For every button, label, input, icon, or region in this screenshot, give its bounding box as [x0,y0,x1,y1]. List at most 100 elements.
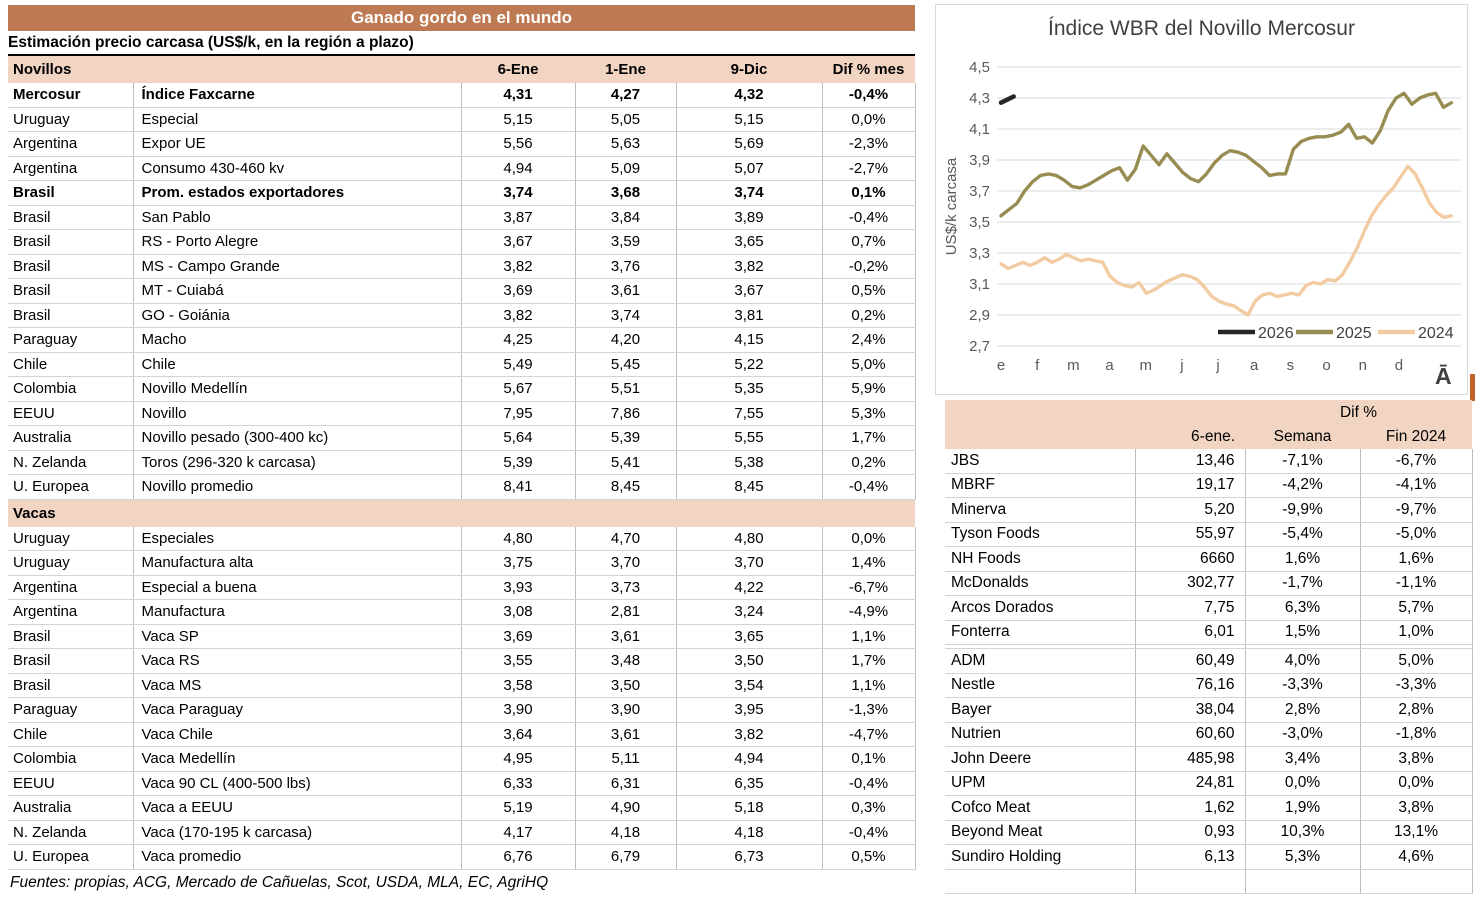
group-divider [945,644,1473,649]
cell-price: 3,95 [676,697,823,723]
table-row: Brasil San Pablo 3,87 3,84 3,89 -0,4% [8,205,916,230]
legend-label-2026: 2026 [1258,325,1294,342]
cell-week-pct: -4,2% [1245,473,1361,498]
cell-price: 3,70 [575,550,677,576]
cell-price: 3,75 [461,550,576,576]
cell-country: N. Zelanda [8,820,134,845]
cell-diff-pct: 0,1% [822,180,916,206]
cell-country: Argentina [8,599,134,625]
cell-price: 5,20 [1135,497,1246,523]
column-header: 6-Ene [461,56,575,83]
cell-week-pct: -9,9% [1245,497,1361,523]
cell-price: 4,18 [676,820,823,845]
chart-title: Índice WBR del Novillo Mercosur [1048,17,1355,40]
cell-category: MT - Cuiabá [133,278,462,304]
cell-week-pct: -3,3% [1245,673,1361,698]
cell-price: 3,61 [575,722,677,747]
column-header: 9-Dic [676,56,822,83]
cell-category: Toros (296-320 k carcasa) [133,450,462,475]
cell-price: 3,74 [461,180,576,206]
cell-price: 6,76 [461,844,576,870]
cell-category: Manufactura [133,599,462,625]
section-header-row: Novillos 6-Ene 1-Ene 9-Dic Dif % mes [8,56,915,83]
spacer-cell [133,56,461,83]
series-line-2025 [999,91,1454,218]
cell-diff-pct: -0,4% [822,820,916,845]
table-row: Uruguay Manufactura alta 3,75 3,70 3,70 1,4% [8,550,916,576]
cell-price: 4,18 [575,820,677,845]
cell-price: 3,59 [575,229,677,255]
x-tick-label: j [1179,357,1183,374]
cell-price: 5,69 [676,131,823,157]
table-row: Brasil GO - Goiánia 3,82 3,74 3,81 0,2% [8,303,916,328]
table-row: Fonterra 6,01 1,5% 1,0% [945,620,1473,645]
cell-country: N. Zelanda [8,450,134,475]
cell-diff-pct: 5,0% [822,352,916,377]
cell-price: 3,74 [575,303,677,328]
cell-country: Brasil [8,180,134,206]
cell-country: Uruguay [8,107,134,132]
cell-price: 7,55 [676,401,823,426]
cell-price: 4,80 [676,526,823,551]
y-tick-label: 4,3 [969,90,990,107]
cell-diff-pct: -0,4% [822,205,916,230]
cell-company: UPM [945,771,1136,796]
cell-diff-pct: 1,1% [822,673,916,698]
table-row: Tyson Foods 55,97 -5,4% -5,0% [945,522,1473,547]
table-row: Australia Vaca a EEUU 5,19 4,90 5,18 0,3% [8,795,916,821]
cell-diff-pct: 5,9% [822,376,916,402]
column-header: Dif % [1245,400,1473,425]
column-header: Dif % mes [822,56,915,83]
table-row: Brasil Vaca SP 3,69 3,61 3,65 1,1% [8,624,916,649]
cell-country: Argentina [8,575,134,600]
cell-company: JBS [945,449,1136,474]
cell-price: 3,65 [676,624,823,649]
cell-price: 13,46 [1135,449,1246,474]
cell-diff-pct: 0,5% [822,278,916,304]
cell-country: Brasil [8,303,134,328]
cell-price: 3,93 [461,575,576,600]
cell-fin2024-pct: -3,3% [1360,673,1473,698]
cell-week-pct: 4,0% [1245,648,1361,674]
cell-price: 5,56 [461,131,576,157]
x-tick-label: e [997,357,1005,374]
empty-cell [1245,869,1361,894]
cell-week-pct: -5,4% [1245,522,1361,547]
cell-category: Consumo 430-460 kv [133,156,462,181]
x-tick-label: f [1035,357,1040,374]
spacer-cell [1245,644,1361,649]
cell-diff-pct: 5,3% [822,401,916,426]
column-header: 1-Ene [575,56,676,83]
cell-week-pct: 3,4% [1245,746,1361,772]
cell-diff-pct: -4,9% [822,599,916,625]
y-tick-label: 4,5 [969,59,990,76]
table-row: Brasil MT - Cuiabá 3,69 3,61 3,67 0,5% [8,278,916,304]
cell-week-pct: -1,7% [1245,571,1361,596]
wbr-index-chart: Índice WBR del Novillo Mercosur 2,7 2,9 3,… [935,4,1468,395]
table-row: Uruguay Especiales 4,80 4,70 4,80 0,0% [8,526,916,551]
table-row: Paraguay Macho 4,25 4,20 4,15 2,4% [8,327,916,353]
cell-fin2024-pct: -1,1% [1360,571,1473,596]
cell-category: Vaca Paraguay [133,697,462,723]
table-row: NH Foods 6660 1,6% 1,6% [945,546,1473,572]
cell-price: 5,63 [575,131,677,157]
cell-diff-pct: -0,4% [822,474,916,500]
cell-fin2024-pct: 3,8% [1360,795,1473,821]
cell-category: Novillo [133,401,462,426]
table-row: Minerva 5,20 -9,9% -9,7% [945,497,1473,523]
table-row: Brasil Vaca RS 3,55 3,48 3,50 1,7% [8,648,916,674]
table-row: Brasil Vaca MS 3,58 3,50 3,54 1,1% [8,673,916,698]
cell-company: Nutrien [945,722,1136,747]
cell-price: 3,65 [676,229,823,255]
cell-country: U. Europea [8,844,134,870]
x-tick-label: n [1359,357,1367,374]
cell-price: 4,94 [461,156,576,181]
cell-price: 3,82 [676,722,823,747]
cell-fin2024-pct: 0,0% [1360,771,1473,796]
cell-category: Vaca SP [133,624,462,649]
cell-price: 5,22 [676,352,823,377]
cell-price: 55,97 [1135,522,1246,547]
cell-price: 5,41 [575,450,677,475]
cell-price: 19,17 [1135,473,1246,498]
report-subtitle: Estimación precio carcasa (US$/k, en la … [8,31,915,56]
